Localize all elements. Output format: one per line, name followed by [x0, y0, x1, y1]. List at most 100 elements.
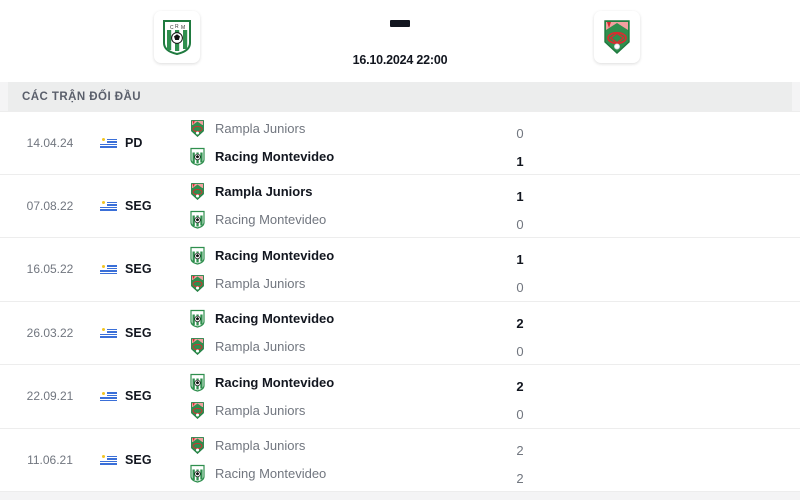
racing-montevideo-crest-svg	[190, 373, 205, 392]
match-date: 26.03.22	[26, 325, 74, 340]
home-team-name: Racing Montevideo	[215, 374, 335, 390]
section-title: CÁC TRẬN ĐỐI ĐẦU	[22, 90, 141, 103]
match-row[interactable]: 11.06.21 SEG Rampla Juniors Racing Montevid…	[0, 428, 800, 492]
rampla-juniors-crest-icon	[190, 401, 205, 420]
match-date: 11.06.21	[27, 452, 73, 467]
racing-montevideo-crest-icon: C R M	[154, 11, 200, 63]
competition-code: SEG	[125, 325, 152, 340]
svg-text:R: R	[175, 24, 179, 30]
match-date: 16.05.22	[26, 262, 74, 277]
rampla-juniors-crest-icon	[190, 436, 205, 455]
racing-montevideo-crest-svg	[190, 246, 205, 265]
competition-cell: SEG	[100, 238, 188, 301]
racing-montevideo-crest-svg: C R M	[163, 20, 191, 55]
racing-montevideo-crest-icon	[190, 147, 205, 166]
away-team-name: Racing Montevideo	[215, 466, 327, 482]
away-team-score: 0	[516, 280, 524, 295]
home-team-line: Racing Montevideo	[190, 309, 800, 328]
match-row[interactable]: 26.03.22 SEG Racing Montevideo Rampla Junio…	[0, 301, 800, 365]
competition-code: PD	[125, 135, 143, 150]
match-date: 22.09.21	[26, 389, 74, 404]
home-team-score: 2	[516, 315, 524, 331]
home-team-line: Rampla Juniors	[190, 436, 800, 455]
away-team-line: Rampla Juniors	[190, 337, 800, 356]
rampla-juniors-crest-icon	[190, 337, 205, 356]
home-team-name: Rampla Juniors	[215, 438, 306, 454]
away-team-line: Racing Montevideo	[190, 147, 800, 166]
away-team-name: Racing Montevideo	[215, 149, 335, 165]
match-datetime: 16.10.2024 22:00	[352, 53, 448, 67]
competition-cell: SEG	[100, 175, 188, 238]
competition-code: SEG	[125, 452, 152, 467]
teams-cell: Rampla Juniors Racing Montevideo	[188, 175, 800, 238]
teams-cell: Rampla Juniors Racing Montevideo	[188, 112, 800, 174]
home-team-name: Rampla Juniors	[215, 121, 306, 137]
svg-text:M: M	[181, 25, 185, 31]
teams-cell: Rampla Juniors Racing Montevideo	[188, 429, 800, 492]
teams-cell: Racing Montevideo Rampla Juniors	[188, 302, 800, 365]
uruguay-flag-icon	[100, 136, 117, 149]
section-header-bar: CÁC TRẬN ĐỐI ĐẦU	[8, 82, 792, 111]
away-team-name: Racing Montevideo	[215, 212, 327, 228]
competition-cell: SEG	[100, 302, 188, 365]
match-row[interactable]: 16.05.22 SEG Racing Montevideo Rampla Junio…	[0, 238, 800, 302]
home-team-line: Rampla Juniors	[190, 182, 800, 201]
racing-montevideo-crest-svg	[190, 310, 205, 328]
match-date: 07.08.22	[26, 198, 74, 213]
competition-code: SEG	[125, 262, 152, 277]
racing-montevideo-crest-icon	[190, 309, 205, 328]
home-team-score: 1	[516, 252, 524, 267]
rampla-juniors-crest-svg	[191, 338, 204, 356]
rampla-juniors-crest-svg	[604, 20, 630, 54]
match-row[interactable]: 14.04.24 PD Rampla Juniors Racing Montevide…	[0, 111, 800, 175]
match-row[interactable]: 07.08.22 SEG Rampla Juniors Racing Montevid…	[0, 174, 800, 238]
competition-cell: SEG	[100, 365, 188, 428]
uruguay-flag-icon	[100, 199, 117, 212]
home-team-score: 2	[516, 442, 524, 458]
racing-montevideo-crest-icon	[190, 246, 205, 265]
away-team-name: Rampla Juniors	[215, 402, 306, 418]
match-header: C R M 16.10.2024 22:00	[0, 0, 800, 82]
rampla-juniors-crest-svg	[191, 437, 204, 455]
competition-cell: PD	[100, 112, 188, 174]
competition-code: SEG	[125, 198, 152, 213]
competition-code: SEG	[125, 389, 152, 404]
racing-montevideo-crest-svg	[190, 148, 205, 166]
home-team-crest-block[interactable]: C R M	[145, 8, 209, 66]
teams-cell: Racing Montevideo Rampla Juniors	[188, 238, 800, 301]
svg-text:C: C	[170, 25, 174, 31]
uruguay-flag-icon	[100, 326, 117, 339]
rampla-juniors-crest-svg	[191, 401, 204, 419]
rampla-juniors-crest-icon	[190, 182, 205, 201]
away-team-line: Rampla Juniors	[190, 274, 800, 293]
rampla-juniors-crest-svg	[191, 120, 204, 138]
away-team-score: 2	[516, 470, 524, 486]
away-team-line: Racing Montevideo	[190, 210, 800, 229]
head-to-head-match-list: 14.04.24 PD Rampla Juniors Racing Montevide…	[0, 111, 800, 492]
away-team-crest-block[interactable]	[585, 8, 649, 66]
away-team-score: 0	[516, 216, 524, 232]
racing-montevideo-crest-icon	[190, 464, 205, 483]
teams-cell: Racing Montevideo Rampla Juniors	[188, 365, 800, 428]
away-team-score: 0	[516, 407, 524, 422]
match-score-block: 16.10.2024 22:00	[280, 10, 520, 67]
uruguay-flag-icon	[100, 453, 117, 466]
rampla-juniors-crest-svg	[191, 274, 204, 292]
racing-montevideo-crest-icon	[190, 210, 205, 229]
home-team-score: 0	[516, 126, 524, 141]
uruguay-flag-icon	[100, 390, 117, 403]
home-team-score: 1	[516, 188, 524, 204]
racing-montevideo-crest-svg	[190, 465, 205, 483]
away-team-line: Rampla Juniors	[190, 401, 800, 420]
match-row[interactable]: 22.09.21 SEG Racing Montevideo Rampla Junio…	[0, 365, 800, 429]
rampla-juniors-crest-icon	[190, 274, 205, 293]
rampla-juniors-crest-icon	[594, 11, 640, 63]
racing-montevideo-crest-icon	[190, 373, 205, 392]
away-team-score: 0	[516, 343, 524, 359]
competition-cell: SEG	[100, 429, 188, 492]
score-separator-dash	[390, 20, 410, 27]
away-team-name: Rampla Juniors	[215, 275, 306, 291]
uruguay-flag-icon	[100, 263, 117, 276]
home-team-line: Racing Montevideo	[190, 246, 800, 265]
